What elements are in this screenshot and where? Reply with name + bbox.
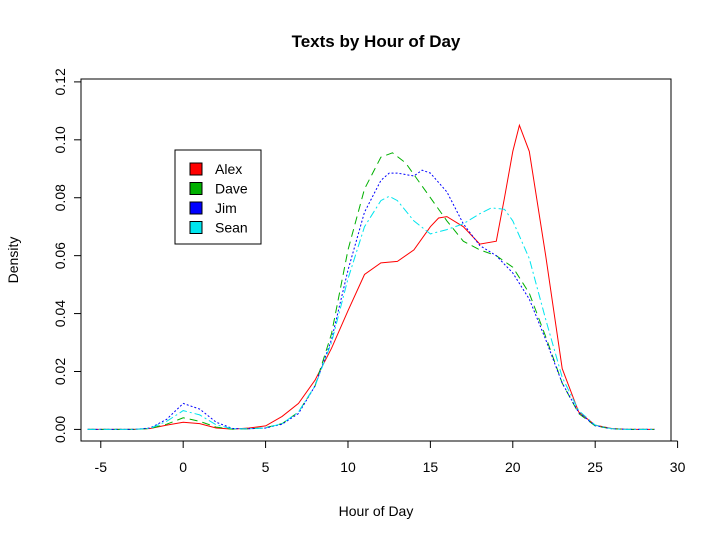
x-tick-label: 30 [670,459,686,475]
x-tick-label: 0 [179,459,187,475]
y-tick-label: 0.04 [52,300,68,327]
series-layer [87,123,655,430]
series-line-jim [87,169,655,430]
y-tick-label: 0.10 [52,126,68,153]
y-tick-label: 0.02 [52,358,68,385]
legend-label-dave: Dave [215,181,248,197]
legend: Alex Dave Jim Sean [174,149,262,245]
legend-swatch-jim [189,201,203,215]
y-axis: 0.00 0.02 0.04 0.06 0.08 0.10 0.12 [52,68,82,443]
legend-swatch-alex [189,162,203,176]
series-line-dave [87,152,655,430]
x-axis-label: Hour of Day [339,503,414,519]
x-tick-label: 25 [587,459,603,475]
legend-label-alex: Alex [215,161,242,177]
series-line-alex [87,123,655,430]
chart-title: Texts by Hour of Day [292,32,461,51]
legend-label-jim: Jim [215,200,237,216]
legend-box [174,149,262,245]
x-tick-label: 15 [423,459,439,475]
y-axis-label: Density [5,237,21,284]
y-tick-label: 0.08 [52,184,68,211]
legend-swatch-dave [189,182,203,195]
y-tick-label: 0.00 [52,416,68,443]
x-tick-label: 20 [505,459,521,475]
x-tick-label: 10 [340,459,356,475]
x-axis: -5 0 5 10 15 20 25 30 [95,440,686,475]
x-tick-label: -5 [95,459,108,475]
legend-swatch-sean [189,221,203,234]
plot-frame [80,78,672,442]
y-tick-label: 0.12 [52,68,68,95]
series-line-sean [87,195,655,430]
legend-label-sean: Sean [215,220,248,236]
y-tick-label: 0.06 [52,242,68,269]
x-tick-label: 5 [262,459,270,475]
